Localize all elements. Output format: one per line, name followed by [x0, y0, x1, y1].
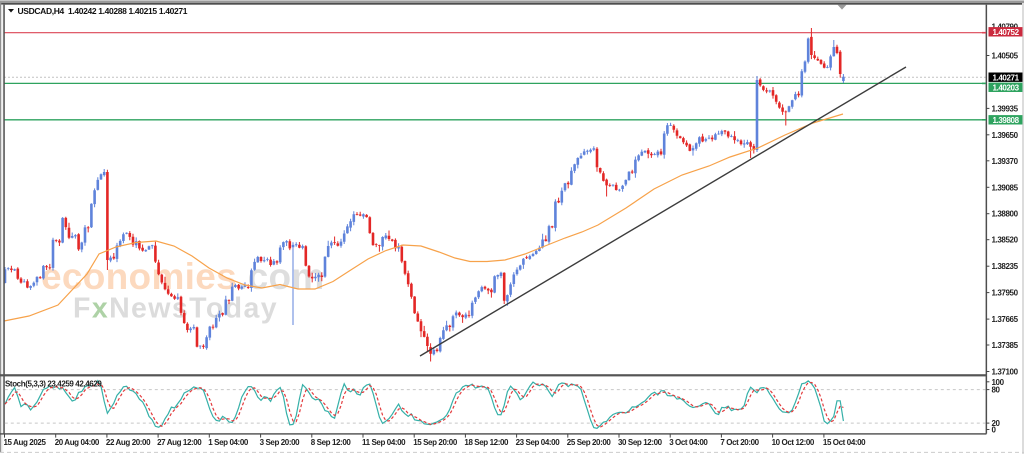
svg-text:1.39370: 1.39370	[992, 157, 1019, 166]
svg-text:1.38235: 1.38235	[992, 262, 1019, 271]
svg-text:25 Sep 20:00: 25 Sep 20:00	[567, 438, 612, 447]
svg-text:1.40790: 1.40790	[992, 23, 1019, 32]
svg-text:15 Sep 20:00: 15 Sep 20:00	[413, 438, 458, 447]
svg-text:1.39650: 1.39650	[992, 131, 1019, 140]
svg-text:11 Sep 04:00: 11 Sep 04:00	[362, 438, 406, 447]
svg-text:1.39808: 1.39808	[993, 116, 1020, 125]
svg-text:100: 100	[992, 378, 1005, 387]
svg-text:1.40203: 1.40203	[993, 84, 1020, 93]
svg-text:Stoch(5,3,3) 23.4259 42.4629: Stoch(5,3,3) 23.4259 42.4629	[5, 380, 102, 389]
svg-text:1.39085: 1.39085	[992, 183, 1019, 192]
svg-text:1.40271: 1.40271	[993, 73, 1020, 82]
svg-text:1.39935: 1.39935	[992, 104, 1019, 113]
svg-text:18 Sep 12:00: 18 Sep 12:00	[464, 438, 509, 447]
svg-text:20 Aug 04:00: 20 Aug 04:00	[55, 438, 100, 447]
svg-text:7 Oct 20:00: 7 Oct 20:00	[720, 438, 759, 447]
svg-text:0: 0	[992, 426, 997, 435]
svg-text:10 Oct 12:00: 10 Oct 12:00	[772, 438, 815, 447]
svg-text:15 Aug 2025: 15 Aug 2025	[4, 438, 47, 447]
svg-text:1.38520: 1.38520	[992, 236, 1019, 245]
svg-text:USDCAD,H4 1.40242 1.40288 1.4: USDCAD,H4 1.40242 1.40288 1.40215 1.4027…	[18, 6, 188, 16]
svg-text:1.40752: 1.40752	[993, 28, 1020, 37]
svg-text:8 Sep 12:00: 8 Sep 12:00	[311, 438, 352, 447]
svg-text:3 Sep 20:00: 3 Sep 20:00	[260, 438, 301, 447]
svg-text:3 Oct 04:00: 3 Oct 04:00	[669, 438, 708, 447]
svg-text:22 Aug 20:00: 22 Aug 20:00	[106, 438, 151, 447]
svg-text:1.37950: 1.37950	[992, 289, 1019, 298]
svg-text:economies.com: economies.com	[41, 256, 325, 297]
svg-text:80: 80	[992, 386, 1001, 395]
svg-text:1.37385: 1.37385	[992, 341, 1019, 350]
svg-text:27 Aug 12:00: 27 Aug 12:00	[157, 438, 202, 447]
svg-text:1.40505: 1.40505	[992, 52, 1019, 61]
svg-text:23 Sep 04:00: 23 Sep 04:00	[516, 438, 561, 447]
svg-text:1 Sep 04:00: 1 Sep 04:00	[208, 438, 249, 447]
svg-text:15 Oct 04:00: 15 Oct 04:00	[823, 438, 866, 447]
svg-text:1.37100: 1.37100	[992, 368, 1019, 377]
svg-text:30 Sep 12:00: 30 Sep 12:00	[618, 438, 663, 447]
svg-text:1.38800: 1.38800	[992, 210, 1019, 219]
svg-text:20: 20	[992, 419, 1001, 428]
svg-text:1.37665: 1.37665	[992, 315, 1019, 324]
